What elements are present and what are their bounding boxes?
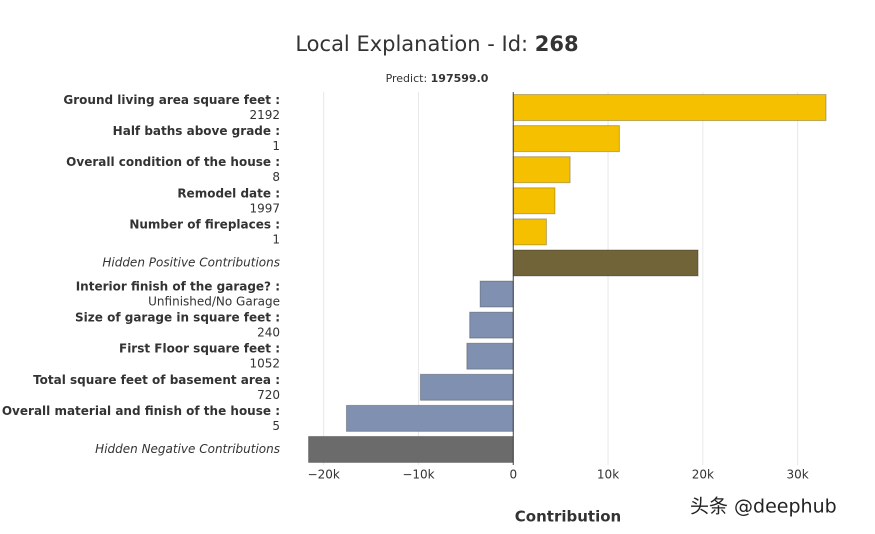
title-text: Local Explanation - Id: <box>295 32 528 56</box>
chart-title: Local Explanation - Id: 268 <box>295 32 578 56</box>
feature-value: 720 <box>257 388 280 402</box>
category-label: Number of fireplaces : <box>129 217 280 231</box>
title-id: 268 <box>535 32 579 56</box>
category-label: Hidden Positive Contributions <box>102 255 280 269</box>
bar <box>512 94 827 122</box>
feature-value: Unfinished/No Garage <box>148 295 280 309</box>
bar <box>512 156 571 184</box>
bar <box>479 280 514 308</box>
bar <box>469 311 514 339</box>
bar <box>345 404 514 432</box>
category-label: Overall material and finish of the house… <box>2 404 280 418</box>
x-tick-label: 10k <box>597 468 619 482</box>
feature-value: 1052 <box>249 357 280 371</box>
x-tick-label: −20k <box>308 468 340 482</box>
predict-value: 197599.0 <box>431 72 489 85</box>
category-label: Interior finish of the garage? : <box>76 280 280 294</box>
feature-value: 2192 <box>249 108 280 122</box>
bar <box>512 125 620 153</box>
subtitle-text: Predict: <box>386 72 428 85</box>
category-label: Hidden Negative Contributions <box>95 442 280 456</box>
bar <box>512 249 699 277</box>
category-label: First Floor square feet : <box>119 342 280 356</box>
x-tick-label: −10k <box>402 468 434 482</box>
category-label: Size of garage in square feet : <box>75 311 280 325</box>
subtitle: Predict: 197599.0 <box>386 72 489 85</box>
category-label: Overall condition of the house : <box>66 155 280 169</box>
category-label: Half baths above grade : <box>113 124 280 138</box>
feature-value: 1 <box>272 139 280 153</box>
bar <box>308 435 514 463</box>
feature-value: 1997 <box>249 201 280 215</box>
category-label: Ground living area square feet : <box>63 93 280 107</box>
x-tick-label: 0 <box>509 468 517 482</box>
feature-value: 5 <box>272 419 280 433</box>
watermark: 头条 @deephub <box>690 496 837 518</box>
bar <box>466 342 514 370</box>
category-label: Remodel date : <box>177 186 280 200</box>
x-axis-label: Contribution <box>515 508 621 526</box>
x-tick-label: 20k <box>692 468 714 482</box>
category-label: Total square feet of basement area : <box>33 373 280 387</box>
bar <box>419 373 514 401</box>
bar <box>512 187 556 215</box>
feature-value: 1 <box>272 232 280 246</box>
x-tick-label: 30k <box>786 468 808 482</box>
feature-value: 8 <box>272 170 280 184</box>
feature-value: 240 <box>257 326 280 340</box>
bar <box>512 218 547 246</box>
